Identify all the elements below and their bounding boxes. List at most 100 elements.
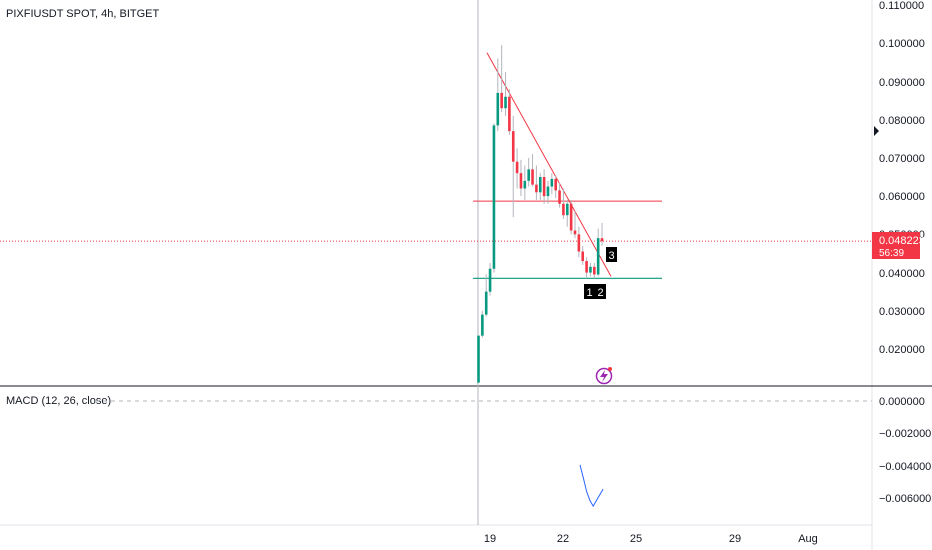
price-axis[interactable]: 0.110000 0.100000 0.090000 0.080000 0.07…	[879, 0, 925, 356]
candle-body	[542, 177, 546, 197]
y-tick-label: 0.110000	[879, 0, 924, 12]
candle-body	[531, 169, 534, 185]
candle-body	[496, 92, 500, 126]
candle[interactable]	[596, 228, 600, 277]
marker-box	[584, 284, 595, 299]
candle[interactable]	[581, 245, 585, 265]
candle-body	[550, 178, 554, 187]
candle-body	[565, 203, 569, 216]
candle-body	[558, 190, 561, 204]
candle[interactable]	[573, 211, 577, 239]
candle[interactable]	[527, 157, 530, 187]
candle-body	[477, 335, 480, 383]
macd-y-tick-label: 0.000000	[879, 396, 925, 408]
candle-body	[596, 238, 600, 275]
lightning-event-icon[interactable]	[595, 367, 613, 385]
scale-arrow-icon[interactable]	[874, 126, 879, 136]
macd-axis[interactable]: 0.000000 −0.002000 −0.004000 −0.006000	[879, 396, 931, 505]
macd-y-tick-label: −0.006000	[879, 493, 931, 505]
candlestick-series[interactable]	[477, 45, 604, 383]
candle-body	[585, 261, 588, 273]
candle[interactable]	[542, 169, 546, 204]
candle-body	[504, 96, 507, 109]
marker-3[interactable]: 3	[606, 247, 617, 262]
candle[interactable]	[535, 165, 538, 200]
candle[interactable]	[589, 263, 592, 277]
candle[interactable]	[500, 45, 503, 113]
macd-line[interactable]	[579, 464, 604, 508]
candle[interactable]	[554, 175, 557, 199]
candle-body	[546, 186, 550, 197]
candle[interactable]	[546, 180, 550, 204]
candle[interactable]	[558, 182, 561, 208]
candle-body	[492, 125, 496, 269]
candle-body	[581, 251, 585, 262]
candle-body	[523, 180, 527, 189]
candle[interactable]	[585, 257, 588, 279]
candle[interactable]	[523, 165, 527, 200]
y-tick-label: 0.070000	[879, 153, 925, 165]
macd-title[interactable]: MACD (12, 26, close)	[6, 395, 111, 407]
candle[interactable]	[488, 263, 492, 296]
last-price-label: 0.048223	[879, 235, 925, 247]
candle[interactable]	[531, 154, 534, 187]
notification-dot-icon	[608, 367, 612, 371]
candle[interactable]	[593, 263, 596, 279]
candle[interactable]	[496, 58, 500, 132]
candle[interactable]	[565, 199, 569, 227]
y-tick-label: 0.100000	[879, 38, 925, 50]
candle[interactable]	[569, 199, 573, 235]
last-price-tag[interactable]: 0.048223 56:39	[872, 232, 925, 259]
descending-trendline[interactable]	[486, 52, 612, 277]
x-tick-label: 29	[729, 533, 741, 545]
candle[interactable]	[519, 159, 523, 197]
candle[interactable]	[600, 222, 604, 246]
symbol-title[interactable]: PIXFIUSDT SPOT, 4h, BITGET	[6, 8, 160, 20]
candle[interactable]	[504, 71, 507, 116]
time-axis[interactable]: 19 22 25 29 Aug	[484, 533, 818, 545]
y-tick-label: 0.060000	[879, 191, 925, 203]
candle-body	[535, 184, 538, 193]
y-tick-label: 0.040000	[879, 268, 925, 280]
candle-body	[527, 169, 530, 181]
x-tick-label: 25	[630, 533, 642, 545]
candle[interactable]	[511, 115, 515, 218]
candle-body	[511, 131, 515, 162]
candle[interactable]	[492, 123, 496, 273]
candle[interactable]	[508, 89, 511, 135]
candle-body	[538, 177, 542, 193]
marker-label: 1	[586, 287, 592, 299]
marker-label: 2	[597, 287, 603, 299]
candle[interactable]	[477, 335, 480, 383]
marker-2[interactable]: 2	[595, 284, 606, 299]
candle[interactable]	[515, 148, 519, 189]
x-tick-label: Aug	[798, 533, 818, 545]
candle-body	[515, 161, 519, 174]
candle-body	[500, 92, 503, 109]
candle[interactable]	[562, 188, 565, 220]
candle-body	[488, 268, 492, 292]
macd-y-tick-label: −0.004000	[879, 461, 931, 473]
candle[interactable]	[538, 173, 542, 200]
candle-body	[519, 173, 523, 189]
candle[interactable]	[577, 226, 581, 258]
y-tick-label: 0.030000	[879, 306, 925, 318]
candle-body	[600, 238, 604, 242]
candle[interactable]	[550, 173, 554, 195]
candle-body	[562, 203, 565, 216]
macd-y-tick-label: −0.002000	[879, 428, 931, 440]
candle-body	[508, 96, 511, 132]
candle-body	[569, 203, 573, 231]
candle[interactable]	[481, 310, 484, 338]
y-tick-label: 0.080000	[879, 115, 925, 127]
x-tick-label: 19	[484, 533, 496, 545]
candle-body	[554, 178, 557, 191]
marker-label: 3	[608, 250, 614, 262]
marker-1[interactable]: 1	[584, 284, 595, 299]
candle-body	[573, 230, 577, 235]
candle[interactable]	[484, 274, 488, 317]
candle-body	[589, 266, 592, 273]
x-tick-label: 22	[557, 533, 569, 545]
last-price-box	[872, 232, 920, 259]
